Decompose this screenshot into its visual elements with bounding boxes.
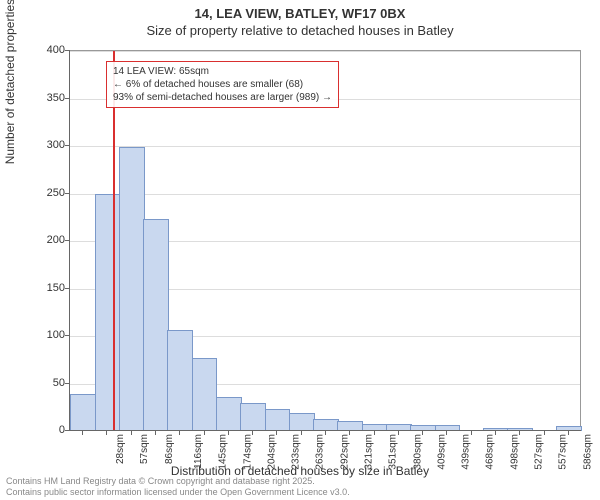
x-tick-mark (325, 430, 326, 435)
x-tick-mark (204, 430, 205, 435)
x-tick-mark (106, 430, 107, 435)
annotation-box: 14 LEA VIEW: 65sqm ← 6% of detached hous… (106, 61, 339, 108)
x-tick-mark (471, 430, 472, 435)
bar (289, 413, 315, 431)
title-line-2: Size of property relative to detached ho… (0, 23, 600, 38)
x-tick-mark (301, 430, 302, 435)
x-tick-mark (349, 430, 350, 435)
marker-line (113, 51, 115, 431)
bar (143, 219, 169, 431)
x-tick-mark (422, 430, 423, 435)
chart-container: 14, LEA VIEW, BATLEY, WF17 0BX Size of p… (0, 0, 600, 500)
plot-area: 14 LEA VIEW: 65sqm ← 6% of detached hous… (70, 50, 581, 431)
footer-line-1: Contains HM Land Registry data © Crown c… (6, 476, 350, 487)
x-tick-mark (252, 430, 253, 435)
annotation-line-3: 93% of semi-detached houses are larger (… (113, 91, 332, 104)
bar (70, 394, 96, 431)
x-tick-mark (568, 430, 569, 435)
y-axis-line (69, 50, 70, 431)
bar (216, 397, 242, 431)
x-tick-mark (374, 430, 375, 435)
x-tick-mark (544, 430, 545, 435)
x-tick-label: 86sqm (164, 434, 175, 464)
footer-line-2: Contains public sector information licen… (6, 487, 350, 498)
bar (192, 358, 218, 431)
y-tick-label: 100 (25, 329, 65, 341)
bar (240, 403, 266, 431)
title-line-1: 14, LEA VIEW, BATLEY, WF17 0BX (0, 6, 600, 21)
x-tick-label: 57sqm (139, 434, 150, 464)
y-tick-label: 350 (25, 92, 65, 104)
bars-group (70, 51, 580, 431)
y-tick-label: 300 (25, 139, 65, 151)
bar (95, 194, 121, 431)
chart-title: 14, LEA VIEW, BATLEY, WF17 0BX Size of p… (0, 6, 600, 38)
x-tick-mark (155, 430, 156, 435)
x-tick-mark (519, 430, 520, 435)
x-tick-mark (179, 430, 180, 435)
x-tick-mark (131, 430, 132, 435)
x-tick-mark (228, 430, 229, 435)
y-axis-label: Number of detached properties (3, 0, 17, 164)
x-tick-mark (446, 430, 447, 435)
footer-attribution: Contains HM Land Registry data © Crown c… (6, 476, 350, 498)
x-tick-mark (276, 430, 277, 435)
annotation-line-2: ← 6% of detached houses are smaller (68) (113, 78, 332, 91)
y-tick-label: 50 (25, 377, 65, 389)
x-tick-mark (398, 430, 399, 435)
x-tick-mark (82, 430, 83, 435)
y-tick-label: 0 (25, 424, 65, 436)
x-tick-mark (495, 430, 496, 435)
y-tick-label: 250 (25, 187, 65, 199)
bar (265, 409, 291, 431)
annotation-line-1: 14 LEA VIEW: 65sqm (113, 65, 332, 78)
bar (167, 330, 193, 431)
y-tick-label: 400 (25, 44, 65, 56)
y-tick-label: 200 (25, 234, 65, 246)
bar (119, 147, 145, 431)
y-tick-label: 150 (25, 282, 65, 294)
x-tick-label: 28sqm (115, 434, 126, 464)
